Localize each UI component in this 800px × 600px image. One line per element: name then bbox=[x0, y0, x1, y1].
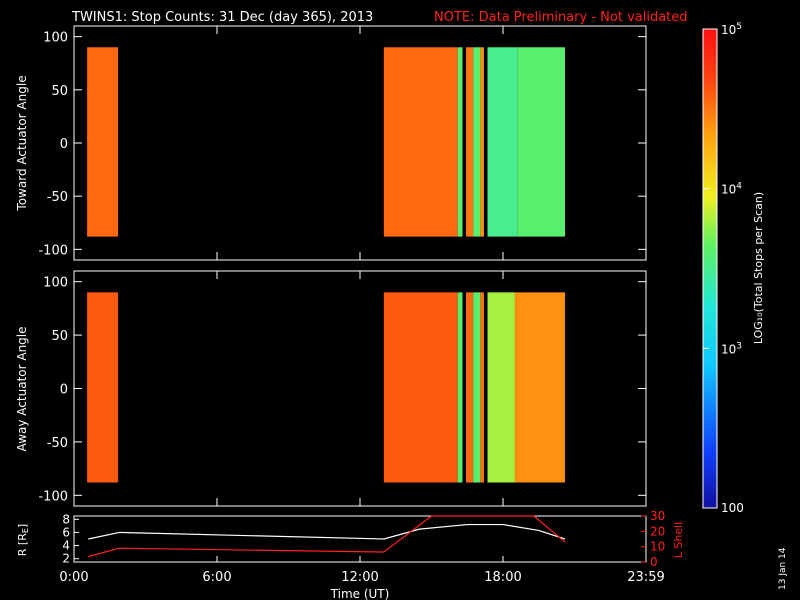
away-y-tick-label: -100 bbox=[38, 489, 68, 504]
away-data-blocks bbox=[87, 292, 565, 483]
toward-y-ticks: 100 50 0 -50 -100 bbox=[38, 26, 647, 260]
r-tick-label: 2 bbox=[62, 552, 70, 566]
toward-data-blocks bbox=[87, 47, 565, 237]
preliminary-note: NOTE: Data Preliminary - Not validated bbox=[434, 10, 688, 25]
away-data-block bbox=[383, 292, 458, 483]
time-tick-label: 6:00 bbox=[202, 570, 231, 585]
r-tick-label: 8 bbox=[62, 512, 70, 526]
colorbar: 105 104 103 100 LOG₁₀(Total Stops per Scan) bbox=[702, 22, 765, 515]
away-data-block bbox=[466, 292, 474, 483]
chart-title: TWINS1: Stop Counts: 31 Dec (day 365), 2… bbox=[71, 10, 373, 25]
l-shell-line bbox=[88, 515, 566, 558]
toward-data-block bbox=[457, 47, 463, 237]
colorbar-tick-label: 103 bbox=[721, 341, 742, 356]
l-shell-axis-label: L Shell bbox=[672, 522, 685, 558]
time-tick-label: 18:00 bbox=[484, 570, 521, 585]
r-tick-label: 6 bbox=[62, 525, 70, 539]
colorbar-label: LOG₁₀(Total Stops per Scan) bbox=[752, 192, 765, 344]
away-y-tick-label: 100 bbox=[43, 276, 68, 291]
colorbar-gradient bbox=[703, 29, 717, 508]
away-data-block bbox=[480, 292, 484, 483]
toward-angle-panel: 100 50 0 -50 -100 Toward Actuator Angle bbox=[15, 25, 647, 261]
toward-y-tick-label: 100 bbox=[43, 31, 68, 46]
toward-data-block bbox=[480, 47, 484, 237]
r-axis-label: R [RE] bbox=[16, 524, 30, 556]
colorbar-frame bbox=[702, 28, 718, 509]
toward-data-block bbox=[517, 47, 565, 237]
orbit-lines bbox=[88, 515, 566, 558]
away-ylabel: Away Actuator Angle bbox=[15, 326, 29, 451]
toward-ylabel: Toward Actuator Angle bbox=[15, 75, 29, 211]
toward-data-block bbox=[473, 47, 481, 237]
away-data-block bbox=[87, 292, 119, 483]
colorbar-ticks: 105 104 103 100 bbox=[703, 22, 744, 515]
away-data-block bbox=[487, 292, 515, 483]
away-data-block bbox=[514, 292, 565, 483]
away-angle-panel: 100 50 0 -50 -100 Away Actuator Angle bbox=[15, 270, 647, 507]
l-shell-tick-label: 10 bbox=[650, 540, 665, 554]
r-tick-label: 4 bbox=[62, 539, 70, 553]
away-data-block bbox=[457, 292, 463, 483]
l-shell-tick-label: 0 bbox=[650, 555, 658, 569]
toward-data-block bbox=[87, 47, 119, 237]
away-y-ticks: 100 50 0 -50 -100 bbox=[38, 271, 647, 506]
toward-data-block bbox=[383, 47, 458, 237]
time-tick-label: 0:00 bbox=[59, 570, 88, 585]
colorbar-tick-label: 104 bbox=[721, 182, 742, 197]
away-data-block bbox=[473, 292, 481, 483]
time-tick-label: 23:59 bbox=[627, 570, 664, 585]
colorbar-tick-label: 100 bbox=[721, 501, 744, 515]
date-stamp: 13 Jan 14 bbox=[778, 547, 788, 590]
time-axis-label: Time (UT) bbox=[330, 587, 390, 600]
toward-y-tick-label: 0 bbox=[60, 137, 68, 152]
toward-y-tick-label: -50 bbox=[47, 190, 68, 205]
l-shell-tick-label: 30 bbox=[650, 509, 665, 523]
colorbar-tick-label: 105 bbox=[721, 22, 742, 37]
time-tick-label: 12:00 bbox=[341, 570, 378, 585]
r-distance-line bbox=[88, 523, 566, 540]
toward-y-tick-label: -100 bbox=[38, 243, 68, 258]
toward-data-block bbox=[466, 47, 474, 237]
toward-y-tick-label: 50 bbox=[51, 84, 68, 99]
toward-data-block bbox=[487, 47, 518, 237]
l-shell-tick-label: 20 bbox=[650, 524, 665, 538]
away-y-tick-label: 0 bbox=[60, 383, 68, 398]
away-y-tick-label: -50 bbox=[47, 436, 68, 451]
away-y-tick-label: 50 bbox=[51, 329, 68, 344]
